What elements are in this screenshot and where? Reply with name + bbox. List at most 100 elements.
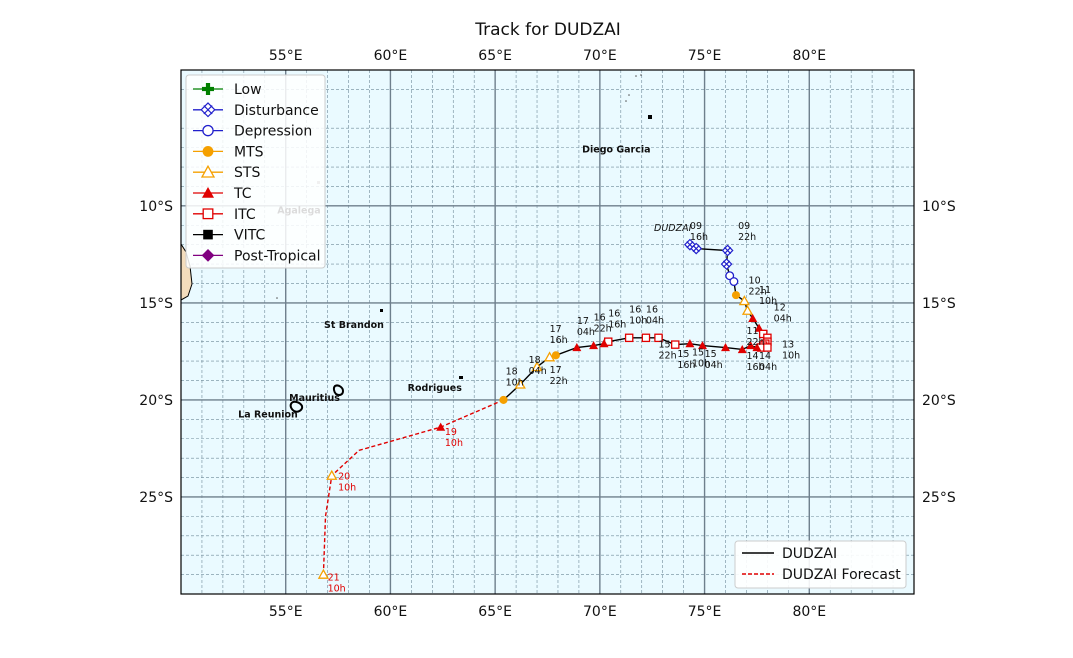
track-point-disturbance <box>721 244 734 257</box>
time-label-hour: 16h <box>677 360 695 371</box>
lat-tick-label-right: 15°S <box>922 296 956 312</box>
time-label-hour: 10h <box>759 296 777 307</box>
time-label-hour: 04h <box>646 316 664 327</box>
time-label-hour: 10h <box>338 482 356 493</box>
time-label-hour: 10h <box>629 316 647 327</box>
legend-marker-disturbance <box>200 102 216 118</box>
track-point-tc <box>436 422 446 431</box>
track-point-itc <box>654 333 663 343</box>
legend-label: ITC <box>234 207 256 223</box>
lat-tick-label-right: 20°S <box>922 393 956 409</box>
time-label-day: 18 <box>529 355 541 366</box>
track-point-tc <box>737 344 747 354</box>
lon-tick-label-bottom: 60°E <box>374 604 408 620</box>
time-label-day: 11 <box>759 285 771 296</box>
time-label-hour: 10h <box>692 358 710 369</box>
time-label-hour: 22h <box>550 376 568 387</box>
track-point-tc <box>697 341 707 350</box>
track-point-itc <box>671 340 680 349</box>
lat-tick-label-left: 10°S <box>139 199 173 215</box>
legend-label: STS <box>234 165 260 181</box>
forecast-track-line <box>322 399 504 575</box>
chagos-islet <box>625 100 627 102</box>
reunion-island <box>289 400 304 413</box>
place-label: Rodrigues <box>408 383 463 394</box>
track-point-itc <box>624 333 634 343</box>
legend-label: VITC <box>234 228 265 244</box>
storm-name-label: DUDZAI <box>654 223 692 234</box>
track-point-tc <box>685 339 695 348</box>
time-label-day: 16 <box>646 305 658 316</box>
time-label-day: 20 <box>338 471 350 482</box>
time-label-hour: 16h <box>746 362 764 373</box>
rodrigues-island <box>459 376 463 379</box>
lat-tick-label-right: 25°S <box>922 490 956 506</box>
track-point-depression <box>729 277 739 287</box>
category-legend-box <box>185 74 326 269</box>
lon-tick-label-top: 65°E <box>478 48 512 64</box>
track-point-tc <box>748 313 758 323</box>
lon-tick-label-top: 60°E <box>374 48 408 64</box>
time-label-day: 11 <box>746 326 758 337</box>
time-label-day: 19 <box>445 427 457 438</box>
time-label-day: 16 <box>594 312 606 323</box>
time-label-day: 09 <box>738 221 750 232</box>
time-label-hour: 22h <box>746 337 764 348</box>
time-label-day: 21 <box>328 572 340 583</box>
mauritius-island <box>332 384 345 396</box>
legend-marker-sts <box>200 164 216 178</box>
time-label-day: 16 <box>629 305 641 316</box>
track-point-disturbance <box>690 242 703 255</box>
lon-tick-label-top: 70°E <box>583 48 617 64</box>
chagos-islet <box>628 94 630 96</box>
track-point-itc <box>763 343 772 352</box>
time-label-hour: 22h <box>594 323 612 334</box>
time-label-hour: 16h <box>550 335 568 346</box>
lat-tick-label-left: 25°S <box>139 490 173 506</box>
legend-marker-post_tropical <box>201 249 215 262</box>
time-label-day: 14 <box>759 351 771 362</box>
tromelin-islet <box>276 297 278 299</box>
time-label-day: 15 <box>705 349 717 360</box>
track-point-sts <box>326 469 338 480</box>
time-label-hour: 22h <box>738 232 756 243</box>
track-point-sts <box>741 304 754 315</box>
time-label-hour: 16h <box>608 319 626 330</box>
time-label-day: 17 <box>577 316 589 327</box>
track-point-sts <box>543 351 556 362</box>
legend-label: MTS <box>234 144 264 160</box>
track-point-mts <box>731 291 741 300</box>
time-label-hour: 04h <box>759 362 777 373</box>
track-point-tc <box>589 341 599 350</box>
legend-marker-vitc <box>203 229 213 240</box>
time-label-day: 09 <box>690 221 702 232</box>
time-label-hour: 10h <box>328 583 346 594</box>
time-label-day: 13 <box>782 340 794 351</box>
track-point-sts <box>514 378 526 389</box>
lat-tick-label-right: 10°S <box>922 199 956 215</box>
legend-marker-itc <box>202 208 214 220</box>
lon-tick-label-bottom: 75°E <box>688 604 722 620</box>
lon-tick-label-top: 55°E <box>269 48 303 64</box>
time-label-hour: 22h <box>658 351 676 362</box>
track-point-mts <box>551 351 560 360</box>
time-label-hour: 04h <box>774 314 792 325</box>
legend-label: Depression <box>234 124 312 140</box>
track-point-tc <box>599 339 609 348</box>
category-legend: Low Disturbance Depression MTS STS TC ITC VITC P… <box>185 74 326 269</box>
time-label-hour: 10h <box>782 351 800 362</box>
chagos-islet <box>635 75 637 77</box>
legend-marker-mts <box>202 146 214 157</box>
time-label-day: 16 <box>608 308 620 319</box>
time-label-hour: 04h <box>577 327 595 338</box>
time-label-day: 12 <box>774 303 786 314</box>
time-label-day: 17 <box>550 365 562 376</box>
map-frame <box>180 69 915 595</box>
map-title: Track for DUDZAI <box>475 20 621 40</box>
track-point-sts <box>531 361 543 372</box>
chagos-islet <box>640 74 642 76</box>
track-point-mts <box>499 395 508 404</box>
